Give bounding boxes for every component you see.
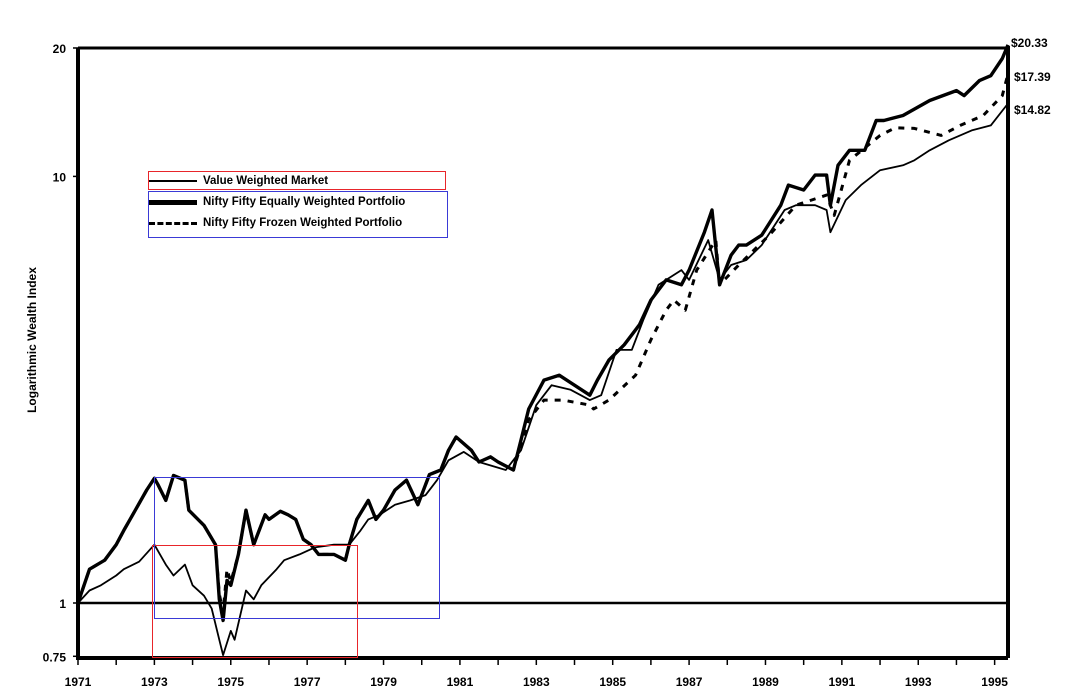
y-tick-label: 20 xyxy=(53,42,67,56)
x-tick-label: 1971 xyxy=(65,675,92,689)
x-tick-label: 1987 xyxy=(676,675,703,689)
end-label-value-weighted: $14.82 xyxy=(1014,103,1051,117)
tick-labels: 1971 1973 1975 1977 1979 1981 1983 1985 1987 1989… xyxy=(43,42,1009,689)
legend-label: Nifty Fifty Frozen Weighted Portfolio xyxy=(203,217,403,229)
legend-item-value-weighted: Value Weighted Market xyxy=(149,172,328,190)
dashed-line-swatch xyxy=(149,221,197,225)
legend-item-frozen-weighted: Nifty Fifty Frozen Weighted Portfolio xyxy=(149,214,402,232)
thin-line-swatch xyxy=(149,180,197,182)
x-tick-label: 1981 xyxy=(447,675,474,689)
series-line-nifty-fifty-frozen-weighted-portfolio xyxy=(76,73,1010,614)
x-tick-label: 1995 xyxy=(981,675,1008,689)
legend-label: Nifty Fifty Equally Weighted Portfolio xyxy=(203,196,406,208)
series-line-nifty-fifty-equally-weighted-portfolio xyxy=(76,44,1010,623)
x-tick-label: 1993 xyxy=(905,675,932,689)
x-tick-label: 1973 xyxy=(141,675,168,689)
x-tick-label: 1979 xyxy=(370,675,397,689)
legend: Value Weighted Market Nifty Fifty Equall… xyxy=(145,169,448,239)
end-label-frozen-weighted: $17.39 xyxy=(1014,70,1051,84)
thick-line-swatch xyxy=(149,199,197,205)
axes xyxy=(73,46,1010,665)
y-tick-label: 0.75 xyxy=(43,650,67,664)
x-tick-label: 1975 xyxy=(217,675,244,689)
x-tick-label: 1989 xyxy=(752,675,779,689)
series-line-value-weighted-market xyxy=(77,102,1009,656)
x-tick-label: 1991 xyxy=(829,675,856,689)
series-lines xyxy=(76,44,1010,656)
y-axis-label: Logarithmic Wealth Index xyxy=(25,267,39,413)
end-label-equally-weighted: $20.33 xyxy=(1011,36,1048,50)
x-tick-label: 1985 xyxy=(599,675,626,689)
x-tick-label: 1977 xyxy=(294,675,321,689)
y-tick-label: 1 xyxy=(59,597,66,611)
y-tick-label: 10 xyxy=(53,170,67,184)
legend-label: Value Weighted Market xyxy=(203,175,329,187)
x-tick-label: 1983 xyxy=(523,675,550,689)
legend-item-equally-weighted: Nifty Fifty Equally Weighted Portfolio xyxy=(149,193,405,211)
